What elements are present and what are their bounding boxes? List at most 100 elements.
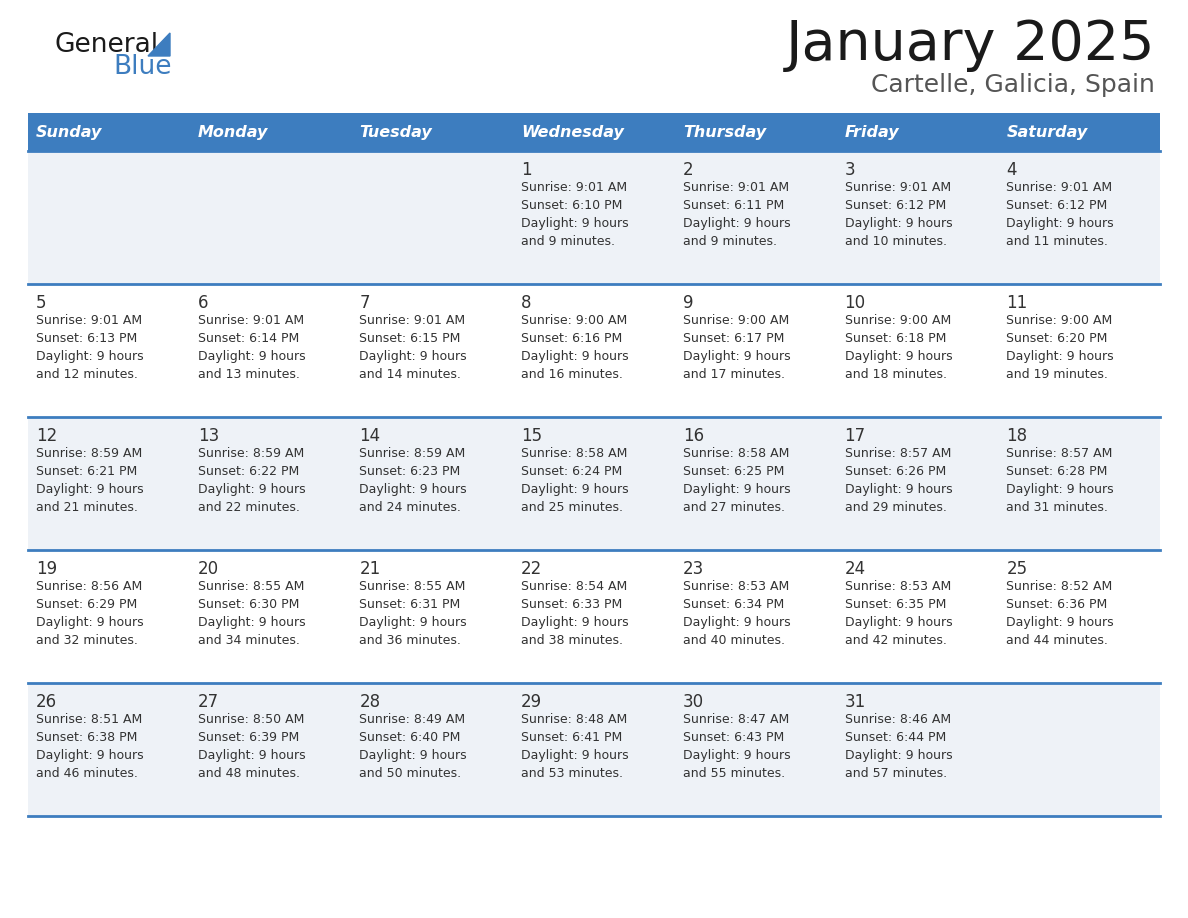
Text: 7: 7: [360, 294, 369, 312]
Text: and 10 minutes.: and 10 minutes.: [845, 235, 947, 248]
Text: Monday: Monday: [197, 125, 268, 140]
Text: 4: 4: [1006, 161, 1017, 179]
Text: 6: 6: [197, 294, 208, 312]
Text: Daylight: 9 hours: Daylight: 9 hours: [522, 217, 628, 230]
Text: 29: 29: [522, 693, 542, 711]
Text: Sunrise: 8:55 AM: Sunrise: 8:55 AM: [197, 580, 304, 593]
Text: Daylight: 9 hours: Daylight: 9 hours: [360, 350, 467, 363]
Text: Sunrise: 8:57 AM: Sunrise: 8:57 AM: [845, 447, 950, 460]
Text: and 40 minutes.: and 40 minutes.: [683, 634, 785, 647]
Text: 3: 3: [845, 161, 855, 179]
Text: Sunset: 6:44 PM: Sunset: 6:44 PM: [845, 731, 946, 744]
Bar: [29, 113, 1159, 151]
Text: Sunset: 6:15 PM: Sunset: 6:15 PM: [360, 332, 461, 345]
Text: 21: 21: [360, 560, 380, 578]
Text: Daylight: 9 hours: Daylight: 9 hours: [36, 616, 144, 629]
Text: Daylight: 9 hours: Daylight: 9 hours: [683, 483, 790, 496]
Text: Sunrise: 8:48 AM: Sunrise: 8:48 AM: [522, 713, 627, 726]
Bar: [29, 151, 1159, 284]
Text: Sunset: 6:24 PM: Sunset: 6:24 PM: [522, 465, 623, 478]
Text: Daylight: 9 hours: Daylight: 9 hours: [1006, 483, 1114, 496]
Text: and 22 minutes.: and 22 minutes.: [197, 501, 299, 514]
Text: and 9 minutes.: and 9 minutes.: [522, 235, 615, 248]
Text: Daylight: 9 hours: Daylight: 9 hours: [845, 749, 953, 762]
Text: and 31 minutes.: and 31 minutes.: [1006, 501, 1108, 514]
Text: Daylight: 9 hours: Daylight: 9 hours: [197, 616, 305, 629]
Text: and 48 minutes.: and 48 minutes.: [197, 767, 299, 780]
Text: Sunrise: 8:47 AM: Sunrise: 8:47 AM: [683, 713, 789, 726]
Text: 13: 13: [197, 427, 219, 445]
Text: Daylight: 9 hours: Daylight: 9 hours: [845, 350, 953, 363]
Text: Daylight: 9 hours: Daylight: 9 hours: [1006, 616, 1114, 629]
Text: 17: 17: [845, 427, 866, 445]
Text: 20: 20: [197, 560, 219, 578]
Text: Sunrise: 9:00 AM: Sunrise: 9:00 AM: [522, 314, 627, 327]
Text: 2: 2: [683, 161, 694, 179]
Text: Thursday: Thursday: [683, 125, 766, 140]
Text: 25: 25: [1006, 560, 1028, 578]
Text: Sunset: 6:25 PM: Sunset: 6:25 PM: [683, 465, 784, 478]
Text: and 34 minutes.: and 34 minutes.: [197, 634, 299, 647]
Text: Daylight: 9 hours: Daylight: 9 hours: [683, 350, 790, 363]
Text: and 11 minutes.: and 11 minutes.: [1006, 235, 1108, 248]
Text: Daylight: 9 hours: Daylight: 9 hours: [36, 483, 144, 496]
Text: Sunrise: 9:00 AM: Sunrise: 9:00 AM: [1006, 314, 1112, 327]
Text: 15: 15: [522, 427, 542, 445]
Text: Sunrise: 8:55 AM: Sunrise: 8:55 AM: [360, 580, 466, 593]
Text: Sunset: 6:20 PM: Sunset: 6:20 PM: [1006, 332, 1107, 345]
Text: Sunrise: 9:00 AM: Sunrise: 9:00 AM: [683, 314, 789, 327]
Text: Sunset: 6:12 PM: Sunset: 6:12 PM: [845, 199, 946, 212]
Text: Sunday: Sunday: [36, 125, 102, 140]
Text: Daylight: 9 hours: Daylight: 9 hours: [360, 749, 467, 762]
Text: Daylight: 9 hours: Daylight: 9 hours: [197, 749, 305, 762]
Text: 24: 24: [845, 560, 866, 578]
Text: Sunset: 6:31 PM: Sunset: 6:31 PM: [360, 598, 461, 611]
Text: Daylight: 9 hours: Daylight: 9 hours: [522, 749, 628, 762]
Text: and 38 minutes.: and 38 minutes.: [522, 634, 624, 647]
Text: General: General: [55, 32, 159, 58]
Text: Sunrise: 9:01 AM: Sunrise: 9:01 AM: [522, 181, 627, 194]
Text: and 18 minutes.: and 18 minutes.: [845, 368, 947, 381]
Text: Friday: Friday: [845, 125, 899, 140]
Text: and 42 minutes.: and 42 minutes.: [845, 634, 947, 647]
Text: 11: 11: [1006, 294, 1028, 312]
Text: Sunset: 6:29 PM: Sunset: 6:29 PM: [36, 598, 138, 611]
Text: Sunrise: 9:01 AM: Sunrise: 9:01 AM: [845, 181, 950, 194]
Text: Sunrise: 8:59 AM: Sunrise: 8:59 AM: [36, 447, 143, 460]
Text: Sunset: 6:11 PM: Sunset: 6:11 PM: [683, 199, 784, 212]
Text: Sunset: 6:18 PM: Sunset: 6:18 PM: [845, 332, 946, 345]
Text: Sunset: 6:30 PM: Sunset: 6:30 PM: [197, 598, 299, 611]
Text: Sunset: 6:21 PM: Sunset: 6:21 PM: [36, 465, 138, 478]
Text: 30: 30: [683, 693, 704, 711]
Text: and 14 minutes.: and 14 minutes.: [360, 368, 461, 381]
Text: 8: 8: [522, 294, 532, 312]
Text: Sunrise: 8:53 AM: Sunrise: 8:53 AM: [845, 580, 950, 593]
Text: 27: 27: [197, 693, 219, 711]
Text: Sunset: 6:38 PM: Sunset: 6:38 PM: [36, 731, 138, 744]
Text: Sunset: 6:23 PM: Sunset: 6:23 PM: [360, 465, 461, 478]
Text: 26: 26: [36, 693, 57, 711]
Bar: [29, 683, 1159, 816]
Text: and 25 minutes.: and 25 minutes.: [522, 501, 624, 514]
Text: 9: 9: [683, 294, 694, 312]
Polygon shape: [148, 33, 170, 56]
Text: Sunset: 6:12 PM: Sunset: 6:12 PM: [1006, 199, 1107, 212]
Text: Sunrise: 8:46 AM: Sunrise: 8:46 AM: [845, 713, 950, 726]
Text: and 44 minutes.: and 44 minutes.: [1006, 634, 1108, 647]
Text: Blue: Blue: [113, 54, 171, 80]
Text: Sunrise: 9:01 AM: Sunrise: 9:01 AM: [197, 314, 304, 327]
Text: 1: 1: [522, 161, 532, 179]
Text: 14: 14: [360, 427, 380, 445]
Text: and 24 minutes.: and 24 minutes.: [360, 501, 461, 514]
Text: Daylight: 9 hours: Daylight: 9 hours: [197, 483, 305, 496]
Text: Sunrise: 8:50 AM: Sunrise: 8:50 AM: [197, 713, 304, 726]
Text: Sunrise: 8:59 AM: Sunrise: 8:59 AM: [360, 447, 466, 460]
Text: Sunset: 6:10 PM: Sunset: 6:10 PM: [522, 199, 623, 212]
Text: Daylight: 9 hours: Daylight: 9 hours: [683, 616, 790, 629]
Text: 16: 16: [683, 427, 704, 445]
Text: Daylight: 9 hours: Daylight: 9 hours: [522, 350, 628, 363]
Text: Sunrise: 8:58 AM: Sunrise: 8:58 AM: [683, 447, 789, 460]
Text: January 2025: January 2025: [785, 18, 1155, 72]
Text: Cartelle, Galicia, Spain: Cartelle, Galicia, Spain: [871, 73, 1155, 97]
Text: Sunrise: 9:01 AM: Sunrise: 9:01 AM: [683, 181, 789, 194]
